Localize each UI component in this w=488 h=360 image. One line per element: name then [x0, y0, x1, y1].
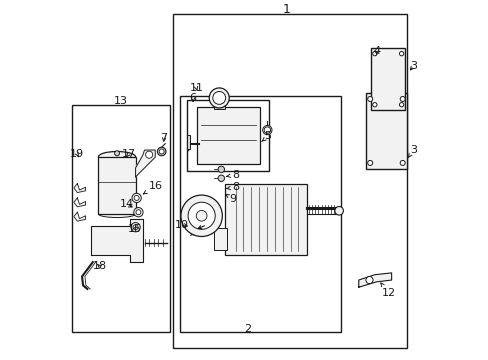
Circle shape — [133, 225, 138, 230]
Text: 16: 16 — [143, 181, 163, 194]
Circle shape — [367, 96, 372, 102]
Text: 5: 5 — [261, 131, 271, 141]
Bar — [214, 228, 226, 250]
Polygon shape — [358, 273, 391, 287]
Text: 3: 3 — [407, 145, 416, 158]
Bar — [213, 98, 224, 109]
Circle shape — [134, 208, 143, 217]
Circle shape — [136, 210, 141, 215]
Text: 9: 9 — [225, 194, 236, 204]
Polygon shape — [74, 198, 85, 207]
Circle shape — [218, 175, 224, 181]
Circle shape — [399, 161, 405, 166]
Circle shape — [372, 103, 376, 107]
Text: 7: 7 — [160, 133, 167, 143]
Text: 11: 11 — [189, 83, 203, 93]
Bar — [72, 105, 169, 332]
Bar — [186, 135, 190, 149]
Text: 8: 8 — [226, 182, 239, 192]
Circle shape — [367, 161, 372, 166]
Polygon shape — [74, 212, 85, 221]
Bar — [197, 107, 259, 164]
Circle shape — [188, 202, 215, 229]
Text: 2: 2 — [244, 324, 251, 334]
Text: 17: 17 — [121, 149, 135, 159]
Circle shape — [134, 195, 139, 201]
Text: 1: 1 — [282, 3, 290, 16]
Circle shape — [212, 91, 225, 104]
Circle shape — [131, 222, 140, 232]
Circle shape — [132, 193, 141, 203]
Text: 4: 4 — [372, 46, 379, 56]
Circle shape — [264, 127, 270, 133]
Polygon shape — [74, 184, 85, 193]
Text: 6: 6 — [189, 93, 196, 103]
Circle shape — [365, 276, 372, 284]
Circle shape — [334, 207, 343, 215]
Bar — [370, 48, 405, 111]
Text: 15: 15 — [127, 224, 141, 234]
Circle shape — [209, 88, 229, 108]
Polygon shape — [135, 150, 155, 177]
Bar — [365, 93, 406, 169]
Circle shape — [262, 125, 271, 135]
Polygon shape — [91, 219, 142, 262]
Circle shape — [157, 147, 165, 156]
Bar — [98, 157, 135, 214]
Text: 8: 8 — [226, 170, 239, 180]
Circle shape — [196, 210, 206, 221]
Bar — [224, 184, 306, 255]
Circle shape — [372, 51, 376, 56]
Circle shape — [399, 96, 405, 102]
Circle shape — [159, 149, 164, 154]
Circle shape — [181, 195, 222, 237]
Ellipse shape — [372, 114, 399, 156]
Text: 10: 10 — [175, 220, 189, 230]
Bar — [179, 96, 340, 332]
Text: 3: 3 — [409, 61, 416, 71]
Bar — [173, 14, 406, 348]
Text: 13: 13 — [114, 96, 128, 106]
Text: 19: 19 — [70, 149, 84, 159]
Ellipse shape — [98, 210, 135, 217]
Circle shape — [399, 51, 403, 56]
Circle shape — [399, 103, 403, 107]
Circle shape — [145, 151, 152, 158]
Circle shape — [114, 151, 119, 156]
Text: 12: 12 — [380, 283, 395, 298]
Ellipse shape — [377, 66, 398, 99]
Circle shape — [218, 166, 224, 172]
Bar — [186, 100, 268, 171]
Text: 14: 14 — [120, 199, 133, 210]
Ellipse shape — [98, 152, 135, 162]
Text: 18: 18 — [93, 261, 107, 271]
